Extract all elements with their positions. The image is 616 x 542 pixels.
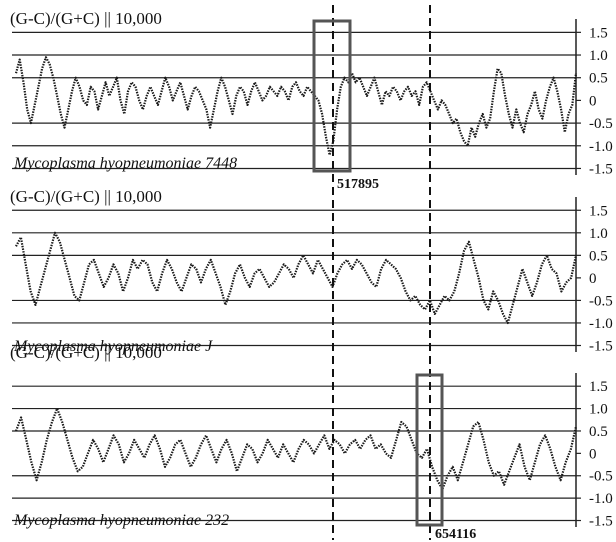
gc-skew-line <box>15 231 578 325</box>
panel-232-grid <box>12 385 576 522</box>
tick-label: -1.0 <box>589 491 613 507</box>
panel-232-genome-name: Mycoplasma hyopneumoniae 232 <box>13 512 229 529</box>
panel-7448-grid <box>12 31 576 170</box>
panel-7448-ylabel: (G-C)/(G+C) || 10,000 <box>10 9 162 28</box>
panel-7448-series <box>14 56 578 156</box>
panel-j: (G-C)/(G+C) || 10,000 1.5 1.0 0.5 0 -0.5 -1.0… <box>10 187 613 355</box>
gc-skew-line <box>14 56 578 156</box>
tick-label: 1.0 <box>589 226 608 242</box>
panel-j-genome-name: Mycoplasma hyopneumoniae J <box>13 338 213 355</box>
panel-232-ylabel: (G-C)/(G+C) || 10,000 <box>10 343 162 362</box>
highlight-box-517895 <box>312 19 352 173</box>
tick-label: 1.0 <box>589 402 608 418</box>
position-label-654116: 654116 <box>435 527 476 542</box>
tick-label: 0 <box>589 271 597 287</box>
tick-label: 0.5 <box>589 248 608 264</box>
highlight-box-654116 <box>415 373 444 527</box>
tick-label: -0.5 <box>589 293 613 309</box>
tick-label: 0 <box>589 93 597 109</box>
tick-label: 0 <box>589 446 597 462</box>
panel-j-ylabel: (G-C)/(G+C) || 10,000 <box>10 187 162 206</box>
tick-label: -1.5 <box>589 161 613 177</box>
panel-232: (G-C)/(G+C) || 10,000 1.5 1.0 0.5 0 -0.5 -1.0… <box>10 343 613 530</box>
tick-label: -0.5 <box>589 469 613 485</box>
panel-j-series <box>15 231 578 325</box>
tick-label: -0.5 <box>589 116 613 132</box>
tick-label: 1.5 <box>589 203 608 219</box>
panel-232-series <box>14 407 578 491</box>
panel-232-ticks: 1.5 1.0 0.5 0 -0.5 -1.0 -1.5 <box>575 373 613 530</box>
tick-label: -1.0 <box>589 139 613 155</box>
panel-7448-ticks: 1.5 1.0 0.5 0 -0.5 -1.0 -1.5 <box>575 19 613 177</box>
tick-label: -1.5 <box>589 514 613 530</box>
gc-skew-line <box>14 407 578 491</box>
panel-7448: (G-C)/(G+C) || 10,000 1.5 1.0 0.5 0 -0.5 -1.0… <box>10 9 613 177</box>
tick-label: -1.5 <box>589 338 613 354</box>
position-label-517895: 517895 <box>337 177 379 192</box>
tick-label: 0.5 <box>589 424 608 440</box>
tick-label: 1.5 <box>589 25 608 41</box>
panel-7448-genome-name: Mycoplasma hyopneumoniae 7448 <box>13 155 237 172</box>
panel-j-grid <box>12 209 576 347</box>
tick-label: 1.0 <box>589 48 608 64</box>
tick-label: -1.0 <box>589 316 613 332</box>
tick-label: 0.5 <box>589 71 608 87</box>
tick-label: 1.5 <box>589 379 608 395</box>
panel-j-ticks: 1.5 1.0 0.5 0 -0.5 -1.0 -1.5 <box>575 197 613 354</box>
